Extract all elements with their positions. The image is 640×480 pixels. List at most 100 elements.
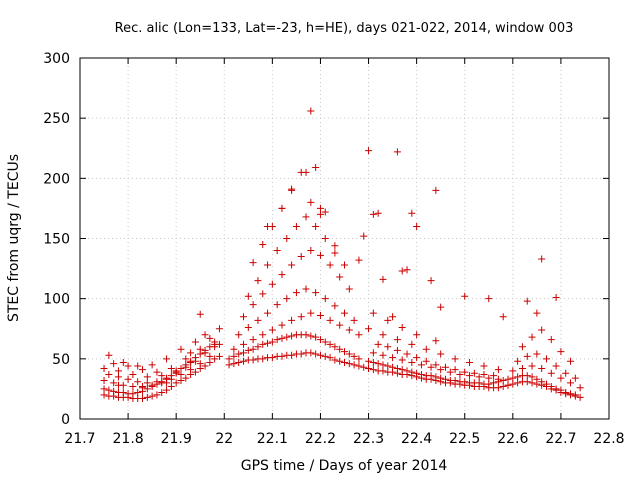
data-point: [201, 331, 209, 339]
x-tick-label: 22.4: [401, 431, 432, 447]
data-point: [509, 374, 517, 382]
data-point: [562, 389, 570, 397]
data-point: [297, 313, 305, 321]
data-point: [278, 352, 286, 360]
data-point: [326, 261, 334, 269]
data-point: [182, 363, 190, 371]
data-point: [167, 383, 175, 391]
data-point: [499, 376, 507, 384]
data-point: [297, 253, 305, 261]
data-point: [437, 350, 445, 358]
data-point: [211, 355, 219, 363]
x-tick-label: 22.2: [305, 431, 336, 447]
y-tick-label: 100: [43, 292, 70, 308]
data-point: [365, 147, 373, 155]
data-point: [379, 351, 387, 359]
data-point: [567, 390, 575, 398]
data-point: [523, 372, 531, 380]
data-point: [552, 385, 560, 393]
data-point: [100, 385, 108, 393]
data-point: [215, 325, 223, 333]
data-point: [278, 204, 286, 212]
data-point: [273, 336, 281, 344]
data-point: [369, 210, 377, 218]
data-point: [321, 235, 329, 242]
data-point: [485, 380, 493, 388]
data-point: [259, 340, 267, 348]
data-point: [148, 392, 156, 400]
data-point: [134, 389, 142, 397]
x-tick-label: 22.8: [593, 431, 624, 447]
data-point: [326, 340, 334, 348]
data-point: [413, 354, 421, 362]
data-point: [326, 316, 334, 324]
data-point: [297, 350, 305, 358]
data-point: [321, 208, 329, 216]
data-point: [187, 366, 195, 374]
data-point: [316, 204, 324, 212]
y-tick-label: 300: [43, 51, 70, 67]
data-point: [153, 378, 161, 386]
data-point: [446, 368, 454, 376]
data-point: [254, 277, 262, 285]
data-point: [307, 332, 315, 340]
data-point: [528, 333, 536, 341]
data-point: [268, 280, 276, 288]
data-point: [384, 316, 392, 324]
data-point: [225, 355, 233, 363]
data-point: [163, 355, 171, 363]
data-point: [523, 352, 531, 360]
data-point: [408, 358, 416, 366]
data-point: [143, 379, 151, 387]
data-point: [427, 372, 435, 380]
data-point: [518, 343, 526, 351]
data-point: [273, 247, 281, 255]
data-point: [470, 369, 478, 377]
data-point: [408, 340, 416, 348]
data-point: [240, 349, 248, 357]
data-point: [249, 336, 257, 344]
x-tick-label: 21.8: [113, 431, 144, 447]
data-point: [552, 293, 560, 301]
data-point: [230, 345, 238, 353]
data-point: [494, 384, 502, 392]
data-point: [196, 345, 204, 353]
data-point: [182, 355, 190, 363]
data-point: [345, 326, 353, 334]
x-tick-label: 22.6: [497, 431, 528, 447]
data-point: [230, 352, 238, 360]
data-point: [542, 380, 550, 388]
data-point: [249, 356, 257, 364]
data-point: [264, 222, 272, 230]
data-point: [389, 363, 397, 371]
data-point: [100, 391, 108, 399]
data-point: [110, 379, 118, 387]
data-point: [422, 357, 430, 365]
data-point: [403, 350, 411, 358]
data-point: [312, 222, 320, 230]
data-point: [355, 355, 363, 363]
data-point: [129, 370, 137, 378]
data-point: [547, 336, 555, 344]
x-tick-label: 22.5: [449, 431, 480, 447]
data-point: [547, 383, 555, 391]
data-point: [302, 168, 310, 176]
data-point: [259, 290, 267, 298]
data-point: [360, 232, 368, 240]
data-point: [215, 352, 223, 360]
data-point: [225, 361, 233, 369]
data-point: [336, 357, 344, 365]
data-point: [384, 362, 392, 370]
data-point: [177, 376, 185, 384]
data-point: [105, 351, 113, 359]
data-point: [302, 285, 310, 293]
data-point: [254, 343, 262, 351]
data-point: [244, 324, 252, 332]
data-point: [480, 362, 488, 370]
data-point: [480, 370, 488, 378]
y-tick-label: 50: [52, 352, 70, 368]
data-point: [143, 393, 151, 401]
y-tick-label: 200: [43, 171, 70, 187]
data-point: [490, 372, 498, 380]
data-point: [259, 331, 267, 339]
